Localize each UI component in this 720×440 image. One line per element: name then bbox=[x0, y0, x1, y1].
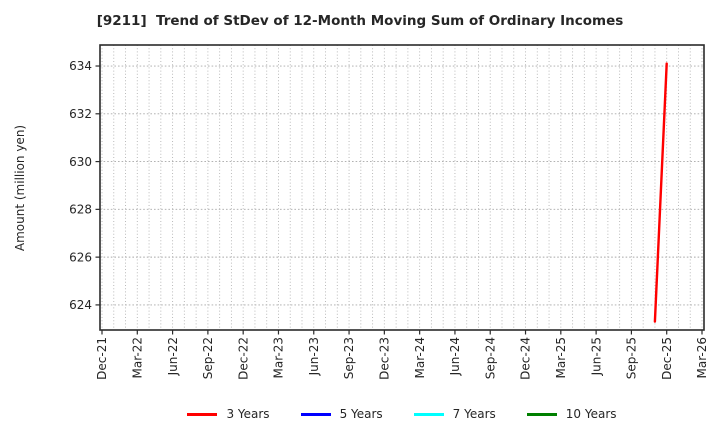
svg-text:632: 632 bbox=[69, 107, 92, 121]
svg-text:Jun-22: Jun-22 bbox=[166, 337, 180, 376]
legend-label-5-years: 5 Years bbox=[339, 407, 383, 421]
chart-title: [9211] Trend of StDev of 12-Month Moving… bbox=[96, 13, 624, 29]
svg-text:Mar-22: Mar-22 bbox=[130, 337, 144, 378]
svg-text:Dec-25: Dec-25 bbox=[660, 337, 674, 380]
legend-label-7-years: 7 Years bbox=[452, 407, 496, 421]
legend-item-3-years: 3 Years bbox=[187, 407, 270, 421]
legend-label-10-years: 10 Years bbox=[565, 407, 617, 421]
legend-line-swatch-3-years bbox=[187, 412, 218, 416]
legend-line-swatch-7-years bbox=[413, 412, 444, 416]
svg-text:Mar-24: Mar-24 bbox=[413, 337, 427, 378]
svg-text:Jun-25: Jun-25 bbox=[589, 337, 603, 376]
legend: 3 Years 5 Years 7 Years 10 Years bbox=[100, 403, 704, 425]
svg-text:Dec-23: Dec-23 bbox=[378, 337, 392, 380]
svg-text:Mar-26: Mar-26 bbox=[695, 337, 709, 378]
svg-text:Dec-24: Dec-24 bbox=[519, 337, 533, 380]
svg-text:630: 630 bbox=[69, 155, 92, 169]
x-gridlines bbox=[101, 45, 703, 330]
legend-line-swatch-5-years bbox=[300, 412, 331, 416]
svg-text:Sep-22: Sep-22 bbox=[201, 337, 215, 379]
legend-item-7-years: 7 Years bbox=[413, 407, 496, 421]
legend-label-3-years: 3 Years bbox=[226, 407, 270, 421]
svg-text:Mar-25: Mar-25 bbox=[554, 337, 568, 378]
legend-item-10-years: 10 Years bbox=[526, 407, 617, 421]
series-line-3-years bbox=[653, 62, 668, 323]
svg-text:Dec-21: Dec-21 bbox=[95, 337, 109, 380]
svg-text:Dec-22: Dec-22 bbox=[236, 337, 250, 380]
svg-text:634: 634 bbox=[69, 59, 92, 73]
svg-text:624: 624 bbox=[69, 298, 92, 312]
x-tick-labels: Dec-21 Mar-22 Jun-22 Sep-22 Dec-22 Mar-23 Jun-… bbox=[95, 337, 709, 380]
svg-text:Jun-24: Jun-24 bbox=[448, 337, 462, 376]
legend-line-swatch-10-years bbox=[526, 412, 557, 416]
axes-border bbox=[99, 44, 705, 331]
svg-text:Mar-23: Mar-23 bbox=[272, 337, 286, 378]
svg-text:Sep-24: Sep-24 bbox=[483, 337, 497, 379]
svg-text:Sep-25: Sep-25 bbox=[625, 337, 639, 379]
svg-text:628: 628 bbox=[69, 203, 92, 217]
y-gridlines bbox=[100, 65, 704, 306]
svg-text:626: 626 bbox=[69, 250, 92, 264]
svg-text:Sep-23: Sep-23 bbox=[342, 337, 356, 379]
plot-area: Dec-21 Mar-22 Jun-22 Sep-22 Dec-22 Mar-23 Jun-… bbox=[69, 44, 709, 380]
legend-item-5-years: 5 Years bbox=[300, 407, 383, 421]
svg-text:Jun-23: Jun-23 bbox=[307, 337, 321, 376]
tick-marks bbox=[95, 65, 703, 335]
y-tick-labels: 624 626 628 630 632 634 bbox=[69, 59, 92, 312]
